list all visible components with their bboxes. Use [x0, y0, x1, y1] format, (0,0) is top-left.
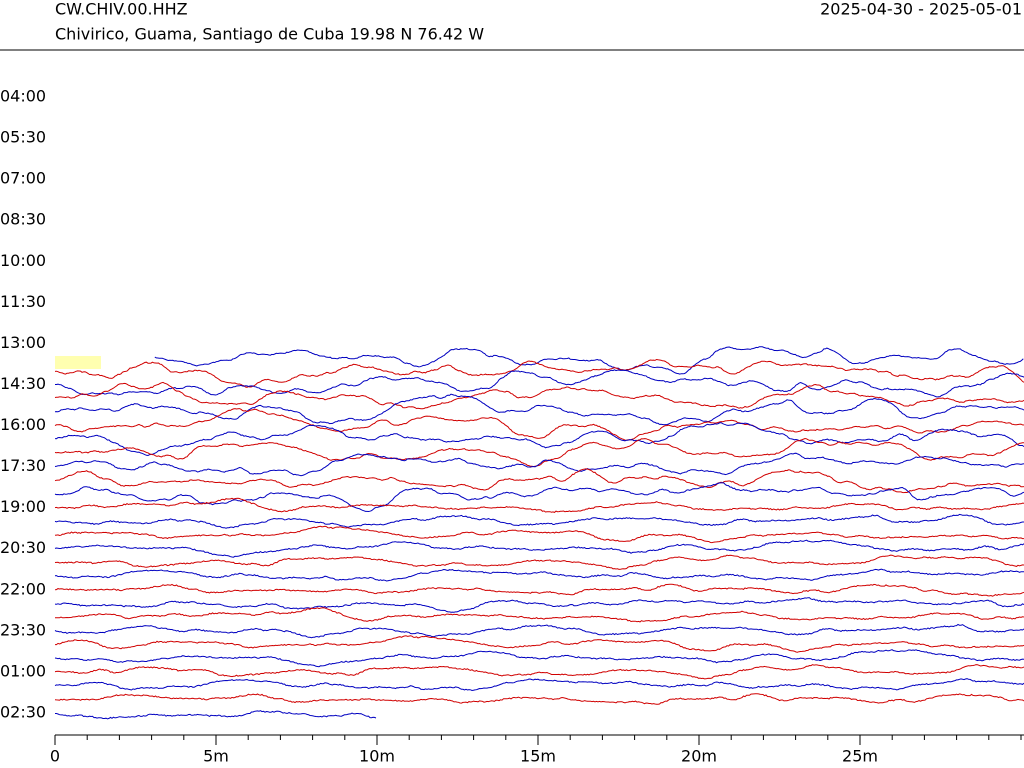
seismic-trace	[54, 358, 1024, 388]
date-range: 2025-04-30 - 2025-05-01	[820, 0, 1022, 19]
seismic-trace	[55, 635, 1024, 653]
row-time-label: 14:30	[0, 374, 46, 393]
seismic-trace	[54, 381, 1024, 410]
seismic-trace	[54, 693, 1024, 705]
row-time-label: 01:00	[0, 661, 46, 680]
row-time-label: 22:00	[0, 579, 46, 598]
x-tick-label: 20m	[681, 747, 717, 766]
seismic-trace	[54, 568, 1024, 582]
seismic-trace	[55, 369, 1024, 398]
row-time-label: 08:30	[0, 210, 46, 229]
row-time-label: 04:00	[0, 87, 46, 106]
station-location: Chivirico, Guama, Santiago de Cuba 19.98…	[55, 25, 484, 44]
seismic-trace	[54, 422, 1024, 457]
seismic-trace	[154, 346, 1024, 375]
row-time-label: 20:30	[0, 538, 46, 557]
row-time-label: 02:30	[0, 703, 46, 722]
seismic-trace	[54, 452, 1024, 477]
seismic-trace	[54, 437, 1024, 468]
row-time-label: 23:30	[0, 620, 46, 639]
row-time-label: 11:30	[0, 292, 46, 311]
row-time-label: 19:00	[0, 497, 46, 516]
seismic-trace	[54, 482, 1024, 513]
seismic-trace	[54, 539, 1024, 558]
seismic-trace	[54, 623, 1024, 639]
row-time-label: 07:00	[0, 169, 46, 188]
x-tick-label: 0	[50, 747, 60, 766]
row-time-label: 13:00	[0, 333, 46, 352]
seismic-trace	[54, 664, 1024, 680]
x-tick-label: 10m	[359, 747, 395, 766]
seismic-trace	[54, 597, 1024, 613]
row-time-label: 16:00	[0, 415, 46, 434]
station-code: CW.CHIV.00.HHZ	[55, 0, 188, 19]
seismic-trace	[55, 710, 377, 720]
row-time-label: 05:30	[0, 128, 46, 147]
row-time-label: 17:30	[0, 456, 46, 475]
seismic-trace	[54, 393, 1024, 426]
seismic-trace	[54, 583, 1024, 597]
row-time-label: 10:00	[0, 251, 46, 270]
seismic-trace	[54, 408, 1024, 441]
x-tick-label: 25m	[842, 747, 878, 766]
seismic-trace	[54, 468, 1024, 494]
x-tick-label: 5m	[203, 747, 229, 766]
seismic-trace	[54, 525, 1024, 544]
seismic-trace	[54, 554, 1024, 570]
seismic-trace	[54, 678, 1024, 692]
x-tick-label: 15m	[520, 747, 556, 766]
seismic-trace	[55, 607, 1024, 623]
seismic-trace	[54, 497, 1024, 513]
highlight	[55, 356, 101, 369]
seismic-trace	[54, 649, 1024, 668]
seismic-trace	[54, 513, 1024, 529]
